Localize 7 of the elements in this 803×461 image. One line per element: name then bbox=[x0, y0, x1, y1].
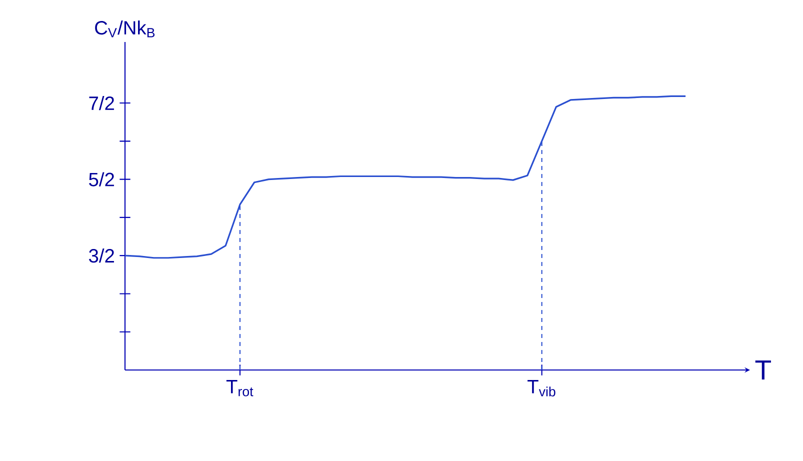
x-axis-title: T bbox=[755, 360, 771, 380]
y-axis-title: C$_{V}$/Nk$_{B}$ bbox=[95, 20, 155, 38]
y-tick-label: 3/2 bbox=[89, 248, 114, 263]
x-tick-label: T$_{vib}$ bbox=[528, 380, 556, 396]
y-tick-label: 7/2 bbox=[89, 96, 114, 110]
y-tick-label: 5/2 bbox=[89, 172, 114, 186]
x-tick-label: T$_{rot}$ bbox=[226, 380, 254, 396]
